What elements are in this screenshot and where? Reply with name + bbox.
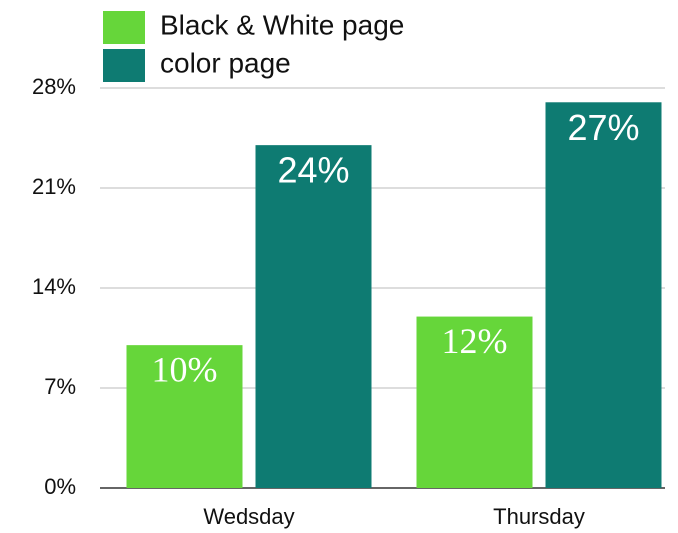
value-label: 10%	[152, 349, 218, 389]
bar	[126, 345, 243, 488]
bar	[416, 316, 533, 488]
y-tick-label: 14%	[32, 274, 76, 299]
y-tick-label: 0%	[44, 474, 76, 499]
value-label: 12%	[442, 321, 508, 361]
x-tick-label: Thursday	[493, 504, 585, 529]
legend-label: color page	[160, 47, 291, 78]
value-label: 24%	[277, 150, 349, 191]
value-label: 27%	[567, 107, 639, 148]
legend-label: Black & White page	[160, 9, 404, 40]
legend-swatch	[103, 11, 145, 44]
y-tick-label: 28%	[32, 74, 76, 99]
y-tick-label: 7%	[44, 374, 76, 399]
bar	[545, 102, 662, 489]
x-tick-label: Wedsday	[203, 504, 294, 529]
bar	[255, 145, 372, 488]
legend-swatch	[103, 49, 145, 82]
y-tick-label: 21%	[32, 174, 76, 199]
